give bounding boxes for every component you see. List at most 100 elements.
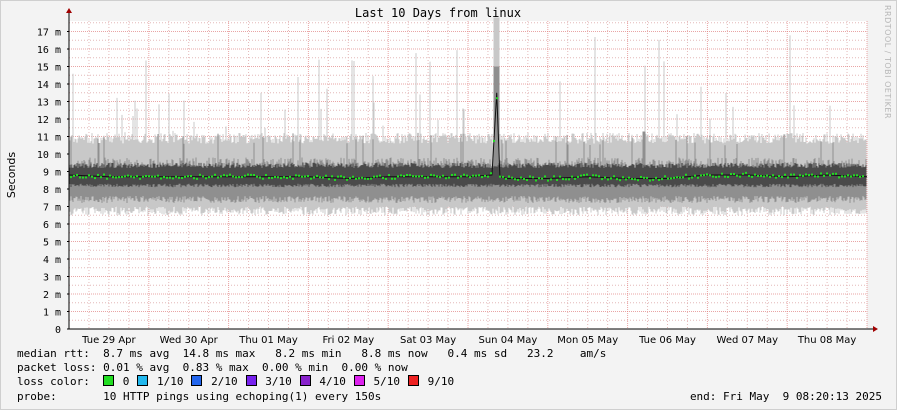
median-rtt-point — [352, 175, 354, 178]
median-rtt-point — [289, 175, 291, 178]
x-axis-arrow — [873, 326, 878, 332]
median-rtt-point — [298, 174, 300, 177]
median-rtt-point — [763, 175, 765, 178]
median-rtt-point — [637, 179, 639, 182]
median-rtt-point — [199, 173, 201, 176]
median-rtt-point — [781, 176, 783, 179]
median-rtt-point — [337, 175, 339, 178]
median-rtt-point — [838, 176, 840, 179]
median-rtt-point — [484, 174, 486, 177]
median-rtt-point — [724, 175, 726, 178]
median-rtt-point — [811, 173, 813, 176]
median-rtt-point — [73, 174, 75, 177]
median-rtt-point — [115, 176, 117, 179]
median-rtt-point — [523, 178, 525, 181]
loss-color-text: 3/10 — [258, 375, 292, 388]
median-rtt-point — [808, 174, 810, 177]
loss-color-item: 4/10 — [299, 375, 346, 389]
median-rtt-point — [805, 173, 807, 176]
median-rtt-point — [841, 175, 843, 178]
median-rtt-point — [679, 176, 681, 179]
median-rtt-point — [655, 176, 657, 179]
median-rtt-point — [148, 175, 150, 178]
median-rtt-point — [424, 176, 426, 179]
median-rtt-point — [505, 177, 507, 180]
median-rtt-point — [862, 175, 864, 178]
x-tick-label: Tue 29 Apr — [81, 335, 136, 346]
loss-color-text: 1/10 — [150, 375, 184, 388]
probe-label: probe: — [17, 390, 57, 403]
median-rtt-point — [727, 175, 729, 178]
median-rtt-point — [391, 177, 393, 180]
median-rtt-point — [700, 174, 702, 177]
x-tick-label: Sun 04 May — [479, 335, 538, 346]
median-rtt-point — [106, 177, 108, 180]
median-rtt-point — [439, 176, 441, 179]
median-rtt-point — [718, 175, 720, 178]
median-rtt-point — [787, 176, 789, 179]
median-rtt-point — [778, 175, 780, 178]
median-rtt-point — [340, 175, 342, 178]
median-rtt-point — [772, 174, 774, 177]
median-rtt-point — [712, 175, 714, 178]
median-rtt-point — [286, 176, 288, 179]
median-rtt-point — [256, 175, 258, 178]
x-tick-label: Tue 06 May — [638, 335, 696, 346]
median-rtt-point — [175, 175, 177, 178]
median-rtt-point — [241, 176, 243, 179]
median-rtt-point — [202, 175, 204, 178]
median-rtt-point — [847, 174, 849, 177]
median-rtt-point — [850, 175, 852, 178]
median-rtt-point — [79, 176, 81, 179]
median-rtt-point — [628, 176, 630, 179]
median-rtt-point — [517, 178, 519, 181]
median-rtt-point — [301, 175, 303, 178]
loss-color-swatch — [137, 375, 149, 386]
median-rtt-point — [559, 175, 561, 178]
loss-color-text: 2/10 — [204, 375, 238, 388]
median-rtt-point — [226, 174, 228, 177]
median-rtt-point — [436, 175, 438, 178]
median-rtt-point — [670, 177, 672, 180]
median-rtt-point — [154, 175, 156, 178]
y-tick-label: 17 m — [37, 28, 61, 39]
y-tick-label: 10 m — [37, 150, 61, 161]
median-rtt-point — [82, 176, 84, 179]
y-tick-label: 6 m — [43, 220, 61, 231]
y-tick-label: 3 m — [43, 273, 61, 284]
median-rtt-point — [235, 176, 237, 179]
median-rtt-point — [382, 176, 384, 179]
median-rtt-point — [601, 178, 603, 181]
median-rtt-point — [412, 175, 414, 178]
median-rtt-point — [652, 178, 654, 181]
median-rtt-point — [400, 174, 402, 177]
median-rtt-point — [736, 174, 738, 177]
median-rtt-point — [613, 175, 615, 178]
median-rtt-point — [118, 176, 120, 179]
median-rtt-point — [442, 174, 444, 177]
median-rtt-point — [583, 174, 585, 177]
y-tick-label: 11 m — [37, 133, 61, 144]
median-rtt-point — [205, 177, 207, 180]
median-rtt-point — [697, 176, 699, 179]
median-rtt-point — [124, 175, 126, 178]
median-rtt-point — [766, 174, 768, 177]
loss-color-text: 4/10 — [312, 375, 346, 388]
median-rtt-point — [403, 175, 405, 178]
latency-chart: 0 1 m 2 m 3 m 4 m 5 m 6 m 7 m 8 m 9 m 10 m 11 m 12 m… — [5, 6, 878, 346]
median-rtt-point — [826, 172, 828, 175]
median-rtt-point — [265, 174, 267, 177]
median-rtt-point — [76, 173, 78, 176]
y-tick-label: 8 m — [43, 185, 61, 196]
loss-color-swatch — [191, 375, 203, 386]
median-rtt-point — [553, 175, 555, 178]
rrdtool-watermark: RRDTOOL / TOBI OETIKER — [883, 5, 892, 120]
median-rtt-point — [349, 177, 351, 180]
median-rtt-point — [703, 174, 705, 177]
median-rtt-point — [307, 175, 309, 178]
median-rtt-point — [538, 177, 540, 180]
median-rtt-point — [358, 177, 360, 180]
median-rtt-point — [574, 177, 576, 180]
median-rtt-point — [169, 176, 171, 179]
median-rtt-point — [196, 177, 198, 180]
